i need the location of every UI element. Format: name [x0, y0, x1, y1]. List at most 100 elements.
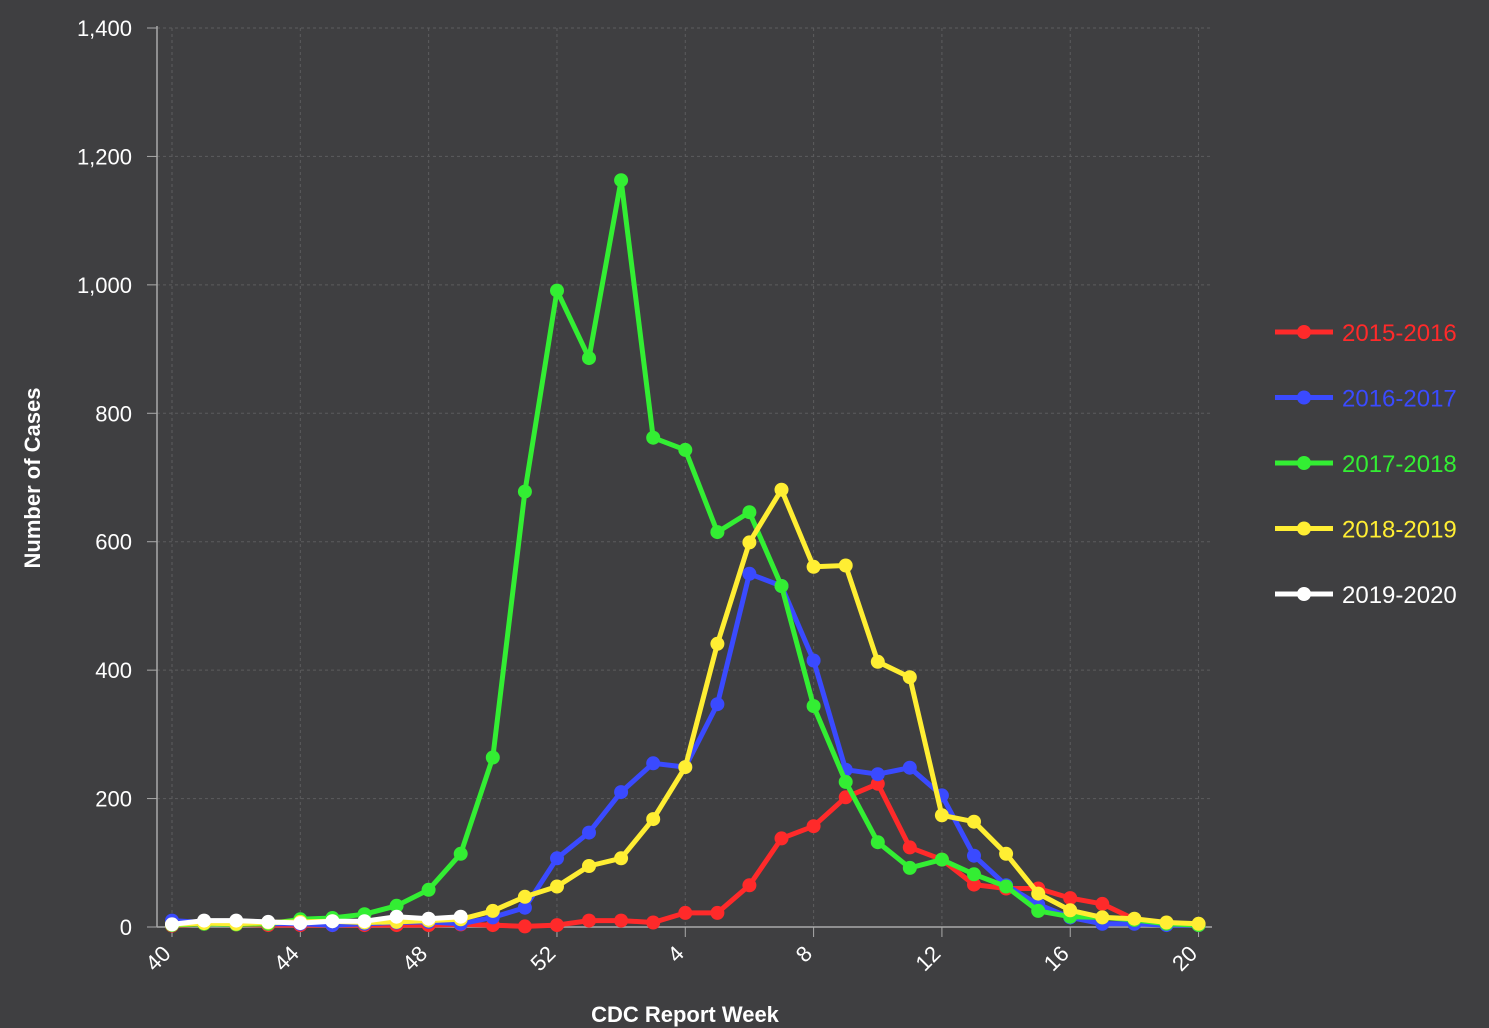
data-point[interactable]: [742, 535, 757, 550]
data-point[interactable]: [774, 482, 789, 497]
data-point[interactable]: [293, 916, 308, 931]
data-point[interactable]: [967, 867, 981, 882]
data-point[interactable]: [806, 819, 821, 834]
data-point[interactable]: [1159, 915, 1174, 930]
data-point[interactable]: [1063, 903, 1078, 918]
legend-item[interactable]: 2016-2017: [1275, 386, 1457, 413]
data-point[interactable]: [742, 878, 757, 893]
data-point[interactable]: [582, 913, 596, 928]
data-point[interactable]: [550, 851, 564, 866]
data-point[interactable]: [967, 848, 981, 863]
data-point[interactable]: [902, 670, 917, 685]
series-2017-2018: [165, 173, 1206, 933]
data-point[interactable]: [742, 505, 757, 520]
data-point[interactable]: [582, 351, 596, 366]
y-axis-title: Number of Cases: [20, 388, 45, 569]
data-point[interactable]: [389, 898, 404, 913]
data-point[interactable]: [614, 785, 629, 800]
data-point[interactable]: [453, 846, 468, 861]
data-point[interactable]: [999, 879, 1014, 894]
data-point[interactable]: [678, 760, 693, 775]
data-point[interactable]: [710, 636, 725, 651]
data-point[interactable]: [838, 774, 853, 789]
data-point[interactable]: [1063, 891, 1078, 906]
data-point[interactable]: [485, 903, 500, 918]
series-line: [171, 914, 461, 927]
legend-item[interactable]: 2018-2019: [1275, 517, 1457, 544]
data-point[interactable]: [421, 882, 436, 897]
data-point[interactable]: [806, 699, 821, 714]
grid-lines: [157, 27, 1212, 927]
data-point[interactable]: [646, 812, 661, 827]
data-point[interactable]: [710, 905, 725, 920]
data-point[interactable]: [582, 825, 596, 840]
data-point[interactable]: [710, 697, 725, 712]
data-point[interactable]: [453, 909, 468, 924]
y-tick-label: 0: [120, 915, 132, 940]
data-point[interactable]: [806, 559, 821, 574]
legend-item[interactable]: 2015-2016: [1275, 320, 1457, 347]
data-point[interactable]: [646, 915, 661, 930]
data-point[interactable]: [870, 767, 885, 782]
data-point[interactable]: [517, 484, 532, 499]
y-tick-label: 1,000: [77, 273, 132, 298]
data-point[interactable]: [165, 917, 179, 932]
data-point[interactable]: [967, 877, 981, 892]
data-point[interactable]: [678, 442, 693, 457]
data-point[interactable]: [774, 579, 789, 593]
data-point[interactable]: [902, 860, 917, 875]
data-point[interactable]: [870, 776, 885, 791]
data-point[interactable]: [389, 909, 404, 924]
data-point[interactable]: [774, 831, 789, 846]
data-point[interactable]: [870, 835, 885, 850]
y-tick-label: 1,400: [77, 16, 132, 41]
data-point[interactable]: [934, 808, 949, 823]
y-tick-label: 600: [95, 530, 132, 555]
data-point[interactable]: [614, 851, 629, 866]
data-point[interactable]: [902, 760, 917, 775]
data-point[interactable]: [1127, 911, 1142, 926]
data-point[interactable]: [870, 654, 885, 669]
data-point[interactable]: [999, 846, 1014, 861]
legend-swatch-marker: [1297, 587, 1311, 601]
y-tick-label: 400: [95, 658, 132, 683]
data-point[interactable]: [357, 914, 372, 929]
data-point[interactable]: [517, 900, 532, 915]
data-point[interactable]: [1191, 916, 1206, 931]
data-point[interactable]: [838, 558, 853, 573]
data-point[interactable]: [325, 914, 340, 929]
data-point[interactable]: [517, 889, 532, 904]
data-point[interactable]: [1031, 886, 1046, 901]
data-point[interactable]: [550, 918, 564, 933]
data-point[interactable]: [838, 790, 853, 805]
data-point[interactable]: [197, 913, 212, 928]
data-point[interactable]: [421, 911, 436, 926]
data-point[interactable]: [646, 756, 661, 771]
legend-label: 2016-2017: [1342, 386, 1457, 413]
data-point[interactable]: [485, 750, 500, 765]
data-point[interactable]: [678, 905, 693, 920]
data-point[interactable]: [742, 566, 757, 581]
data-point[interactable]: [614, 913, 629, 928]
data-point[interactable]: [582, 859, 596, 873]
data-point[interactable]: [550, 879, 564, 894]
data-point[interactable]: [710, 525, 725, 540]
data-point[interactable]: [517, 919, 532, 934]
data-point[interactable]: [261, 914, 276, 929]
data-point[interactable]: [902, 840, 917, 855]
legend-item[interactable]: 2019-2020: [1275, 582, 1457, 609]
data-point[interactable]: [967, 814, 981, 829]
legend-label: 2015-2016: [1342, 320, 1457, 347]
data-point[interactable]: [806, 653, 821, 668]
legend-item[interactable]: 2017-2018: [1275, 451, 1457, 478]
data-point[interactable]: [1095, 896, 1110, 911]
data-point[interactable]: [229, 913, 244, 928]
data-point[interactable]: [1031, 903, 1046, 918]
data-point[interactable]: [646, 430, 661, 445]
legend-swatch-marker: [1297, 456, 1311, 470]
data-point[interactable]: [550, 283, 564, 298]
data-point[interactable]: [934, 852, 949, 867]
data-point[interactable]: [1095, 910, 1110, 925]
data-point[interactable]: [614, 173, 629, 188]
